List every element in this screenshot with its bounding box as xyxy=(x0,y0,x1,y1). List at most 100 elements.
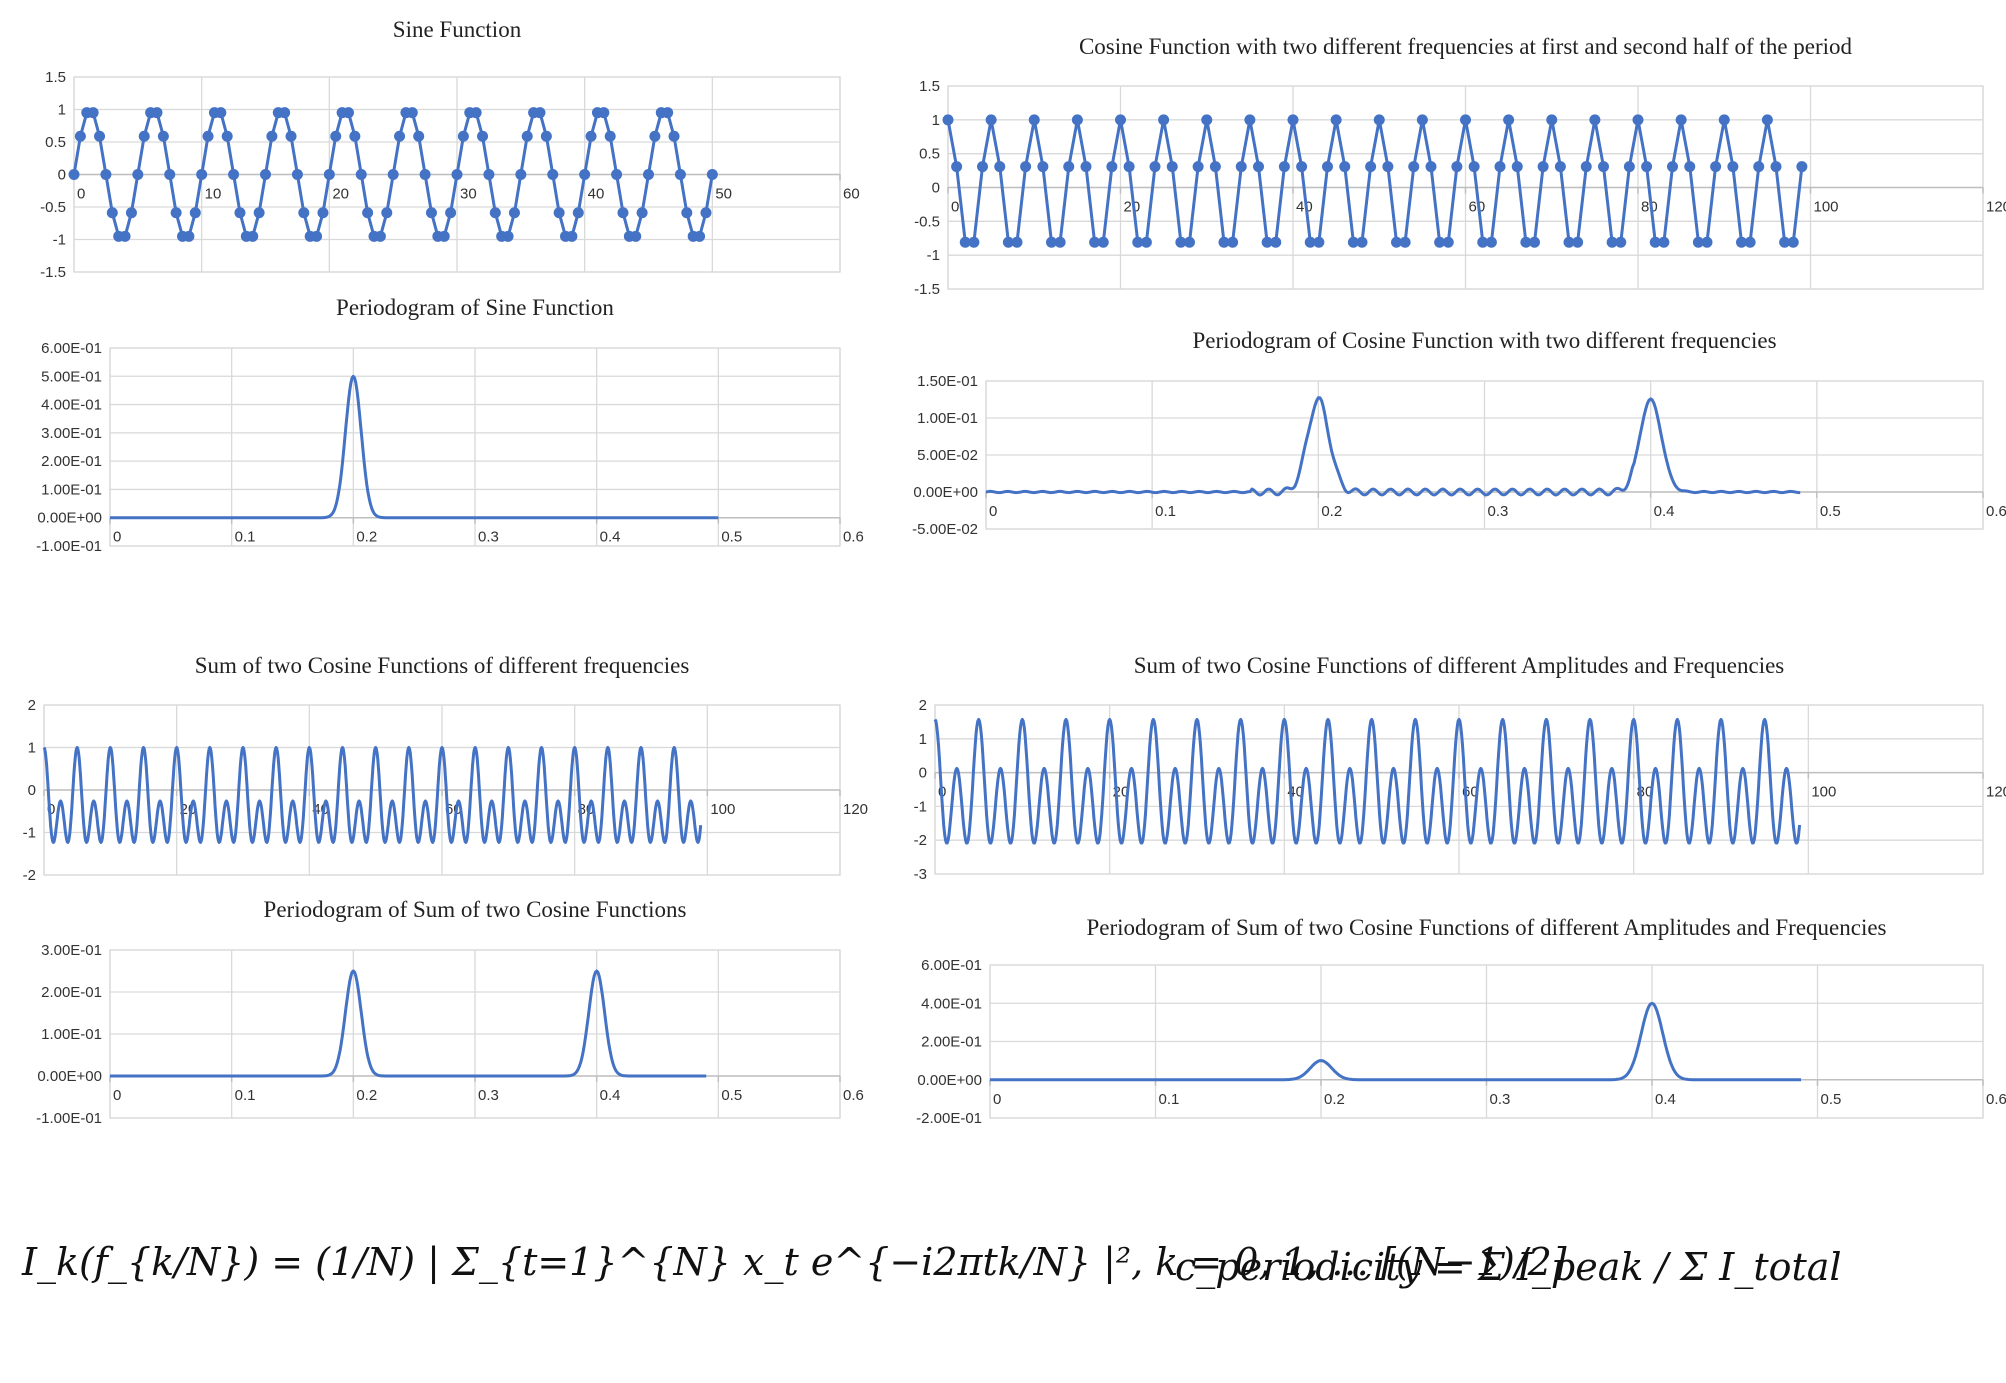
data-point xyxy=(323,169,335,180)
data-point xyxy=(445,207,457,219)
y-tick-label: 4.00E-01 xyxy=(921,995,982,1012)
data-point xyxy=(585,130,597,142)
data-point xyxy=(1028,114,1040,126)
data-point xyxy=(1503,114,1515,126)
data-point xyxy=(1787,236,1799,248)
x-tick-label: 40 xyxy=(588,186,605,203)
data-point xyxy=(598,107,610,119)
data-point xyxy=(1218,236,1230,248)
data-point xyxy=(1296,161,1308,173)
data-point xyxy=(362,207,374,219)
periodogram-formula: I_k(f_{k/N}) = (1/N) | Σ_{t=1}^{N} x_t e… xyxy=(22,1240,1567,1284)
data-point xyxy=(1425,161,1437,173)
x-tick-label: 0.6 xyxy=(843,529,864,546)
data-point xyxy=(1692,236,1704,248)
data-point xyxy=(1736,236,1747,248)
data-point xyxy=(1537,161,1549,173)
data-point xyxy=(1244,114,1256,126)
y-tick-label: 5.00E-01 xyxy=(41,368,102,385)
x-tick-label: 80 xyxy=(1641,199,1658,216)
data-point xyxy=(132,169,144,180)
y-tick-label: 3.00E-01 xyxy=(41,942,102,959)
x-tick-label: 0.3 xyxy=(1488,503,1509,520)
data-point xyxy=(700,207,712,219)
data-point xyxy=(157,130,169,142)
data-point xyxy=(228,169,240,180)
data-point xyxy=(1089,236,1101,248)
x-tick-label: 20 xyxy=(332,186,349,203)
y-tick-label: 0.00E+00 xyxy=(37,510,102,527)
data-point xyxy=(387,169,399,180)
data-point xyxy=(106,207,118,219)
data-point xyxy=(1701,236,1713,248)
chart-title: Cosine Function with two different frequ… xyxy=(1079,34,1853,59)
data-point xyxy=(1071,114,1083,126)
chart-title: Periodogram of Sum of two Cosine Functio… xyxy=(1087,915,1887,940)
data-point xyxy=(1442,236,1454,248)
data-point xyxy=(540,130,552,142)
data-point xyxy=(100,169,112,180)
data-point xyxy=(260,169,271,180)
data-point xyxy=(636,207,648,219)
data-point xyxy=(1761,114,1773,126)
data-point xyxy=(706,169,718,180)
chart-title: Sine Function xyxy=(393,17,522,42)
x-tick-label: 40 xyxy=(1296,199,1313,216)
y-tick-label: -1.00E-01 xyxy=(36,538,102,555)
data-point xyxy=(451,169,463,180)
y-tick-label: -3 xyxy=(914,866,927,883)
data-point xyxy=(330,130,342,142)
y-tick-label: -2 xyxy=(23,867,36,884)
y-tick-label: 4.00E-01 xyxy=(41,397,102,414)
data-point xyxy=(317,207,329,219)
data-point xyxy=(291,169,303,180)
x-tick-label: 0.2 xyxy=(356,1087,377,1104)
data-point xyxy=(1382,161,1394,173)
data-point xyxy=(1667,161,1678,173)
data-point xyxy=(1365,161,1377,173)
data-point xyxy=(470,107,482,119)
data-point xyxy=(1209,161,1221,173)
x-tick-label: 0.5 xyxy=(1821,1091,1842,1108)
x-tick-label: 50 xyxy=(715,186,732,203)
data-point xyxy=(1158,114,1170,126)
data-point xyxy=(1710,161,1722,173)
data-point xyxy=(521,130,533,142)
x-tick-label: 0.4 xyxy=(600,529,621,546)
data-point xyxy=(138,130,150,142)
data-point xyxy=(1322,161,1333,173)
data-point xyxy=(68,169,80,180)
periodicity-formula: c_periodicity = Σ I_peak / Σ I_total xyxy=(1175,1245,1842,1289)
data-point xyxy=(1554,161,1566,173)
data-point xyxy=(183,230,195,242)
data-point xyxy=(457,130,469,142)
data-point xyxy=(1227,236,1239,248)
data-point xyxy=(419,169,431,180)
data-point xyxy=(1313,236,1325,248)
data-point xyxy=(215,107,227,119)
y-tick-label: 0.5 xyxy=(919,146,940,163)
y-tick-label: 0.00E+00 xyxy=(917,1072,982,1089)
data-point xyxy=(1649,236,1661,248)
data-point xyxy=(1546,114,1558,126)
y-tick-label: 6.00E-01 xyxy=(41,340,102,357)
y-tick-label: -1.5 xyxy=(914,281,940,298)
x-tick-label: 100 xyxy=(710,801,735,818)
y-tick-label: 0 xyxy=(932,180,940,197)
data-point xyxy=(1494,161,1506,173)
y-tick-label: 1.5 xyxy=(919,78,940,95)
data-point xyxy=(968,236,980,248)
y-tick-label: -0.5 xyxy=(914,213,940,230)
x-tick-label: 60 xyxy=(1469,199,1486,216)
x-tick-label: 0.6 xyxy=(843,1087,864,1104)
data-point xyxy=(374,230,386,242)
data-point xyxy=(1097,236,1109,248)
data-point xyxy=(266,130,278,142)
data-point xyxy=(1132,236,1144,248)
x-tick-label: 20 xyxy=(1124,199,1141,216)
data-point xyxy=(413,130,425,142)
y-tick-label: 5.00E-02 xyxy=(917,447,978,464)
plot-area xyxy=(109,949,841,1119)
y-tick-label: -1 xyxy=(927,247,940,264)
data-point xyxy=(534,107,546,119)
